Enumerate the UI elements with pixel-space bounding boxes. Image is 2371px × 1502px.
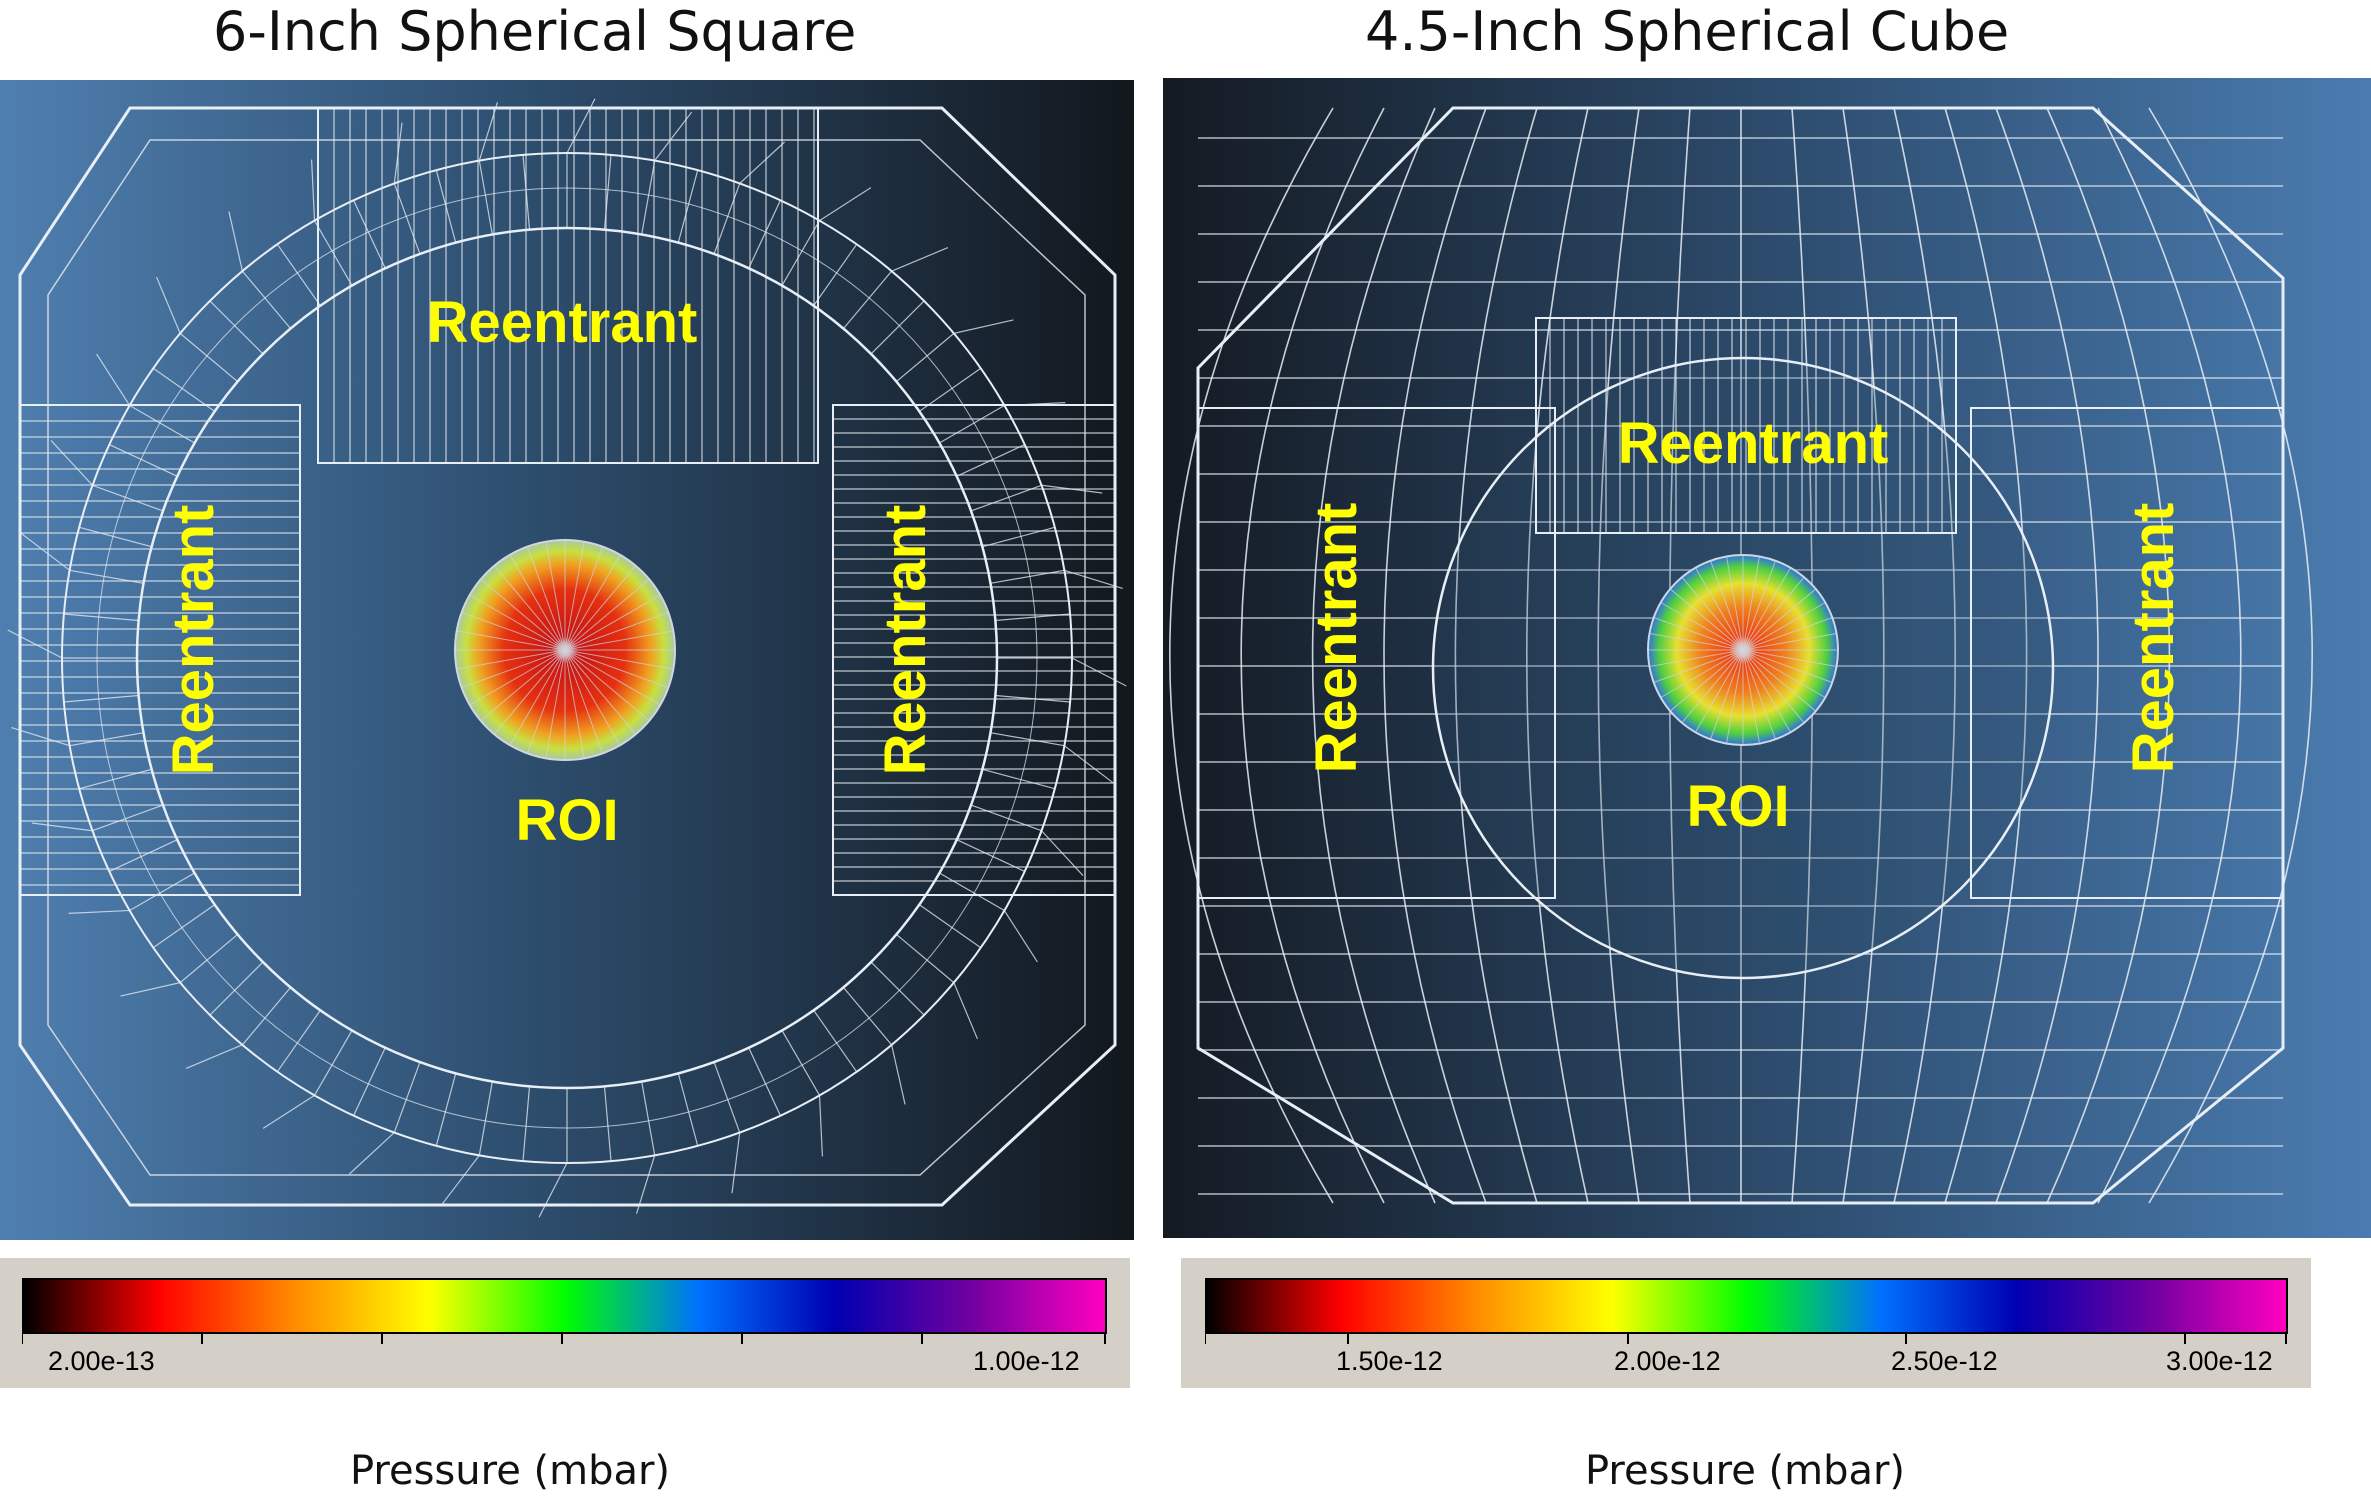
- right-colorbar: [1205, 1278, 2288, 1334]
- left-colorbar-ticks: [22, 1334, 1106, 1344]
- right-label-left: Reentrant: [1304, 503, 1369, 774]
- left-colorbar: [22, 1278, 1107, 1334]
- right-colorbar-title: Pressure (mbar): [1585, 1448, 1906, 1494]
- right-colorbar-tick-1: 1.50e-12: [1336, 1346, 1443, 1376]
- right-colorbar-frame: 1.50e-12 2.00e-12 2.50e-12 3.00e-12: [1181, 1258, 2311, 1388]
- left-label-right: Reentrant: [873, 505, 938, 776]
- left-label-roi: ROI: [515, 788, 618, 853]
- left-colorbar-tick-max: 1.00e-12: [973, 1346, 1080, 1376]
- right-right-reentrant: [1970, 407, 2284, 899]
- left-colorbar-title: Pressure (mbar): [350, 1448, 671, 1494]
- left-label-top: Reentrant: [427, 290, 698, 355]
- right-label-right: Reentrant: [2121, 503, 2186, 774]
- right-colorbar-tick-2: 2.00e-12: [1614, 1346, 1721, 1376]
- right-colorbar-tick-3: 2.50e-12: [1891, 1346, 1998, 1376]
- right-left-reentrant: [1197, 407, 1556, 899]
- left-colorbar-frame: 2.00e-13 1.00e-12: [0, 1258, 1130, 1388]
- right-label-roi: ROI: [1686, 774, 1789, 839]
- right-panel-title: 4.5-Inch Spherical Cube: [1365, 0, 2010, 63]
- left-label-left: Reentrant: [161, 505, 226, 776]
- right-colorbar-ticks: [1205, 1334, 2287, 1344]
- left-colorbar-tick-min: 2.00e-13: [48, 1346, 155, 1376]
- right-colorbar-tick-4: 3.00e-12: [2166, 1346, 2273, 1376]
- right-mesh-view: Reentrant Reentrant Reentrant ROI: [1163, 78, 2371, 1238]
- left-panel-title: 6-Inch Spherical Square: [213, 0, 857, 63]
- right-label-top: Reentrant: [1618, 411, 1889, 476]
- left-mesh-view: Reentrant Reentrant Reentrant ROI: [0, 80, 1134, 1240]
